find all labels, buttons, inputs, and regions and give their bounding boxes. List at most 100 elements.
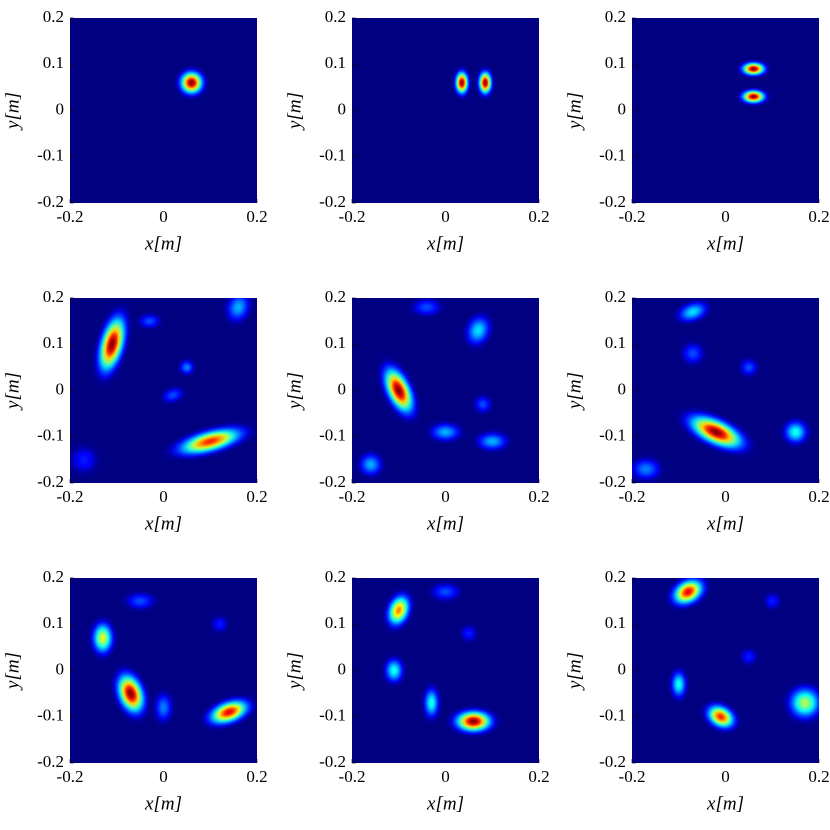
y-tick-label: -0.1: [319, 426, 346, 445]
intensity-peak: [417, 415, 474, 449]
x-tick-label: -0.2: [619, 767, 646, 786]
y-tick-label: 0.1: [605, 333, 626, 352]
intensity-peak: [732, 350, 766, 385]
y-tick-label: 0: [618, 99, 627, 118]
plot-area: [632, 18, 819, 203]
y-tick-label: 0: [56, 99, 65, 118]
x-axis-label: x[m]: [144, 793, 182, 814]
y-tick-label: -0.2: [37, 752, 64, 771]
intensity-peak: [216, 298, 257, 335]
intensity-peak: [128, 307, 171, 335]
x-tick-label: 0: [159, 207, 168, 226]
intensity-peak: [442, 703, 505, 740]
intensity-peak: [474, 63, 497, 103]
y-tick-label: 0.1: [43, 333, 64, 352]
x-tick-label: -0.2: [57, 487, 84, 506]
x-tick-label: -0.2: [339, 487, 366, 506]
intensity-peak: [670, 404, 762, 461]
intensity-peak: [776, 675, 819, 731]
x-tick-label: 0.2: [808, 487, 829, 506]
y-tick-label: -0.2: [599, 472, 626, 491]
intensity-peak: [352, 443, 392, 483]
y-tick-label: 0.1: [43, 53, 64, 72]
intensity-peak: [665, 298, 720, 331]
y-axis-label: y[m]: [2, 652, 23, 691]
x-tick-label: 0: [721, 767, 730, 786]
y-tick-label: 0.1: [325, 333, 346, 352]
y-tick-label: 0: [618, 659, 627, 678]
x-tick-label: 0: [721, 207, 730, 226]
y-axis-label: y[m]: [284, 652, 305, 691]
intensity-peak: [171, 63, 212, 103]
plot-area: [632, 298, 819, 483]
x-axis-label: x[m]: [706, 233, 744, 254]
intensity-peak: [632, 448, 675, 483]
y-axis-label: y[m]: [2, 92, 23, 131]
intensity-peak: [398, 298, 455, 324]
x-tick-label: 0.2: [808, 767, 829, 786]
y-tick-label: -0.1: [599, 706, 626, 725]
y-tick-label: 0.2: [325, 7, 346, 26]
y-tick-label: -0.1: [37, 146, 64, 165]
y-tick-label: 0.1: [43, 613, 64, 632]
y-tick-label: 0: [56, 379, 65, 398]
plot-area: [70, 578, 257, 763]
intensity-peak: [195, 691, 257, 733]
y-tick-label: -0.2: [37, 472, 64, 491]
x-tick-label: -0.2: [339, 207, 366, 226]
y-tick-label: -0.2: [319, 752, 346, 771]
plot-area: [632, 578, 819, 763]
y-tick-label: 0.2: [605, 567, 626, 586]
plot-background: [632, 18, 819, 203]
x-tick-label: 0: [159, 767, 168, 786]
intensity-peak: [733, 57, 774, 80]
x-tick-label: 0: [441, 207, 450, 226]
intensity-peak: [452, 616, 486, 651]
y-tick-label: -0.1: [319, 706, 346, 725]
x-tick-label: -0.2: [57, 767, 84, 786]
intensity-peak: [417, 578, 474, 609]
y-tick-label: -0.2: [599, 192, 626, 211]
y-tick-label: 0.1: [325, 613, 346, 632]
x-axis-label: x[m]: [426, 793, 464, 814]
y-tick-label: 0.2: [605, 7, 626, 26]
y-tick-label: 0: [338, 379, 347, 398]
y-tick-label: 0: [338, 99, 347, 118]
x-tick-label: 0.2: [528, 767, 549, 786]
y-tick-label: 0.1: [605, 53, 626, 72]
x-tick-label: 0.2: [528, 207, 549, 226]
intensity-peak: [697, 696, 745, 737]
y-axis-label: y[m]: [564, 92, 585, 131]
y-tick-label: 0.2: [325, 287, 346, 306]
y-axis-label: y[m]: [564, 372, 585, 411]
y-tick-label: 0: [56, 659, 65, 678]
x-axis-label: x[m]: [706, 793, 744, 814]
x-tick-label: -0.2: [619, 207, 646, 226]
x-axis-label: x[m]: [144, 513, 182, 534]
plot-area: [70, 18, 257, 203]
intensity-peak: [661, 578, 715, 614]
y-tick-label: -0.1: [599, 146, 626, 165]
y-tick-label: -0.2: [37, 192, 64, 211]
intensity-peak: [373, 351, 424, 430]
y-tick-label: 0.2: [605, 287, 626, 306]
y-tick-label: 0.1: [605, 613, 626, 632]
intensity-peak: [466, 387, 500, 422]
intensity-peak: [733, 85, 774, 108]
plot-background: [70, 18, 257, 203]
plot-area: [70, 298, 257, 483]
intensity-peak: [84, 610, 121, 666]
y-tick-label: -0.2: [599, 752, 626, 771]
plot-area: [352, 298, 539, 483]
x-tick-label: 0.2: [246, 207, 267, 226]
intensity-peak: [671, 332, 714, 375]
y-tick-label: -0.1: [599, 426, 626, 445]
x-tick-label: 0.2: [528, 487, 549, 506]
y-axis-label: y[m]: [564, 652, 585, 691]
intensity-peak: [664, 659, 693, 710]
intensity-peak: [112, 584, 169, 618]
y-axis-label: y[m]: [284, 372, 305, 411]
y-tick-label: 0: [338, 659, 347, 678]
x-tick-label: 0: [721, 487, 730, 506]
